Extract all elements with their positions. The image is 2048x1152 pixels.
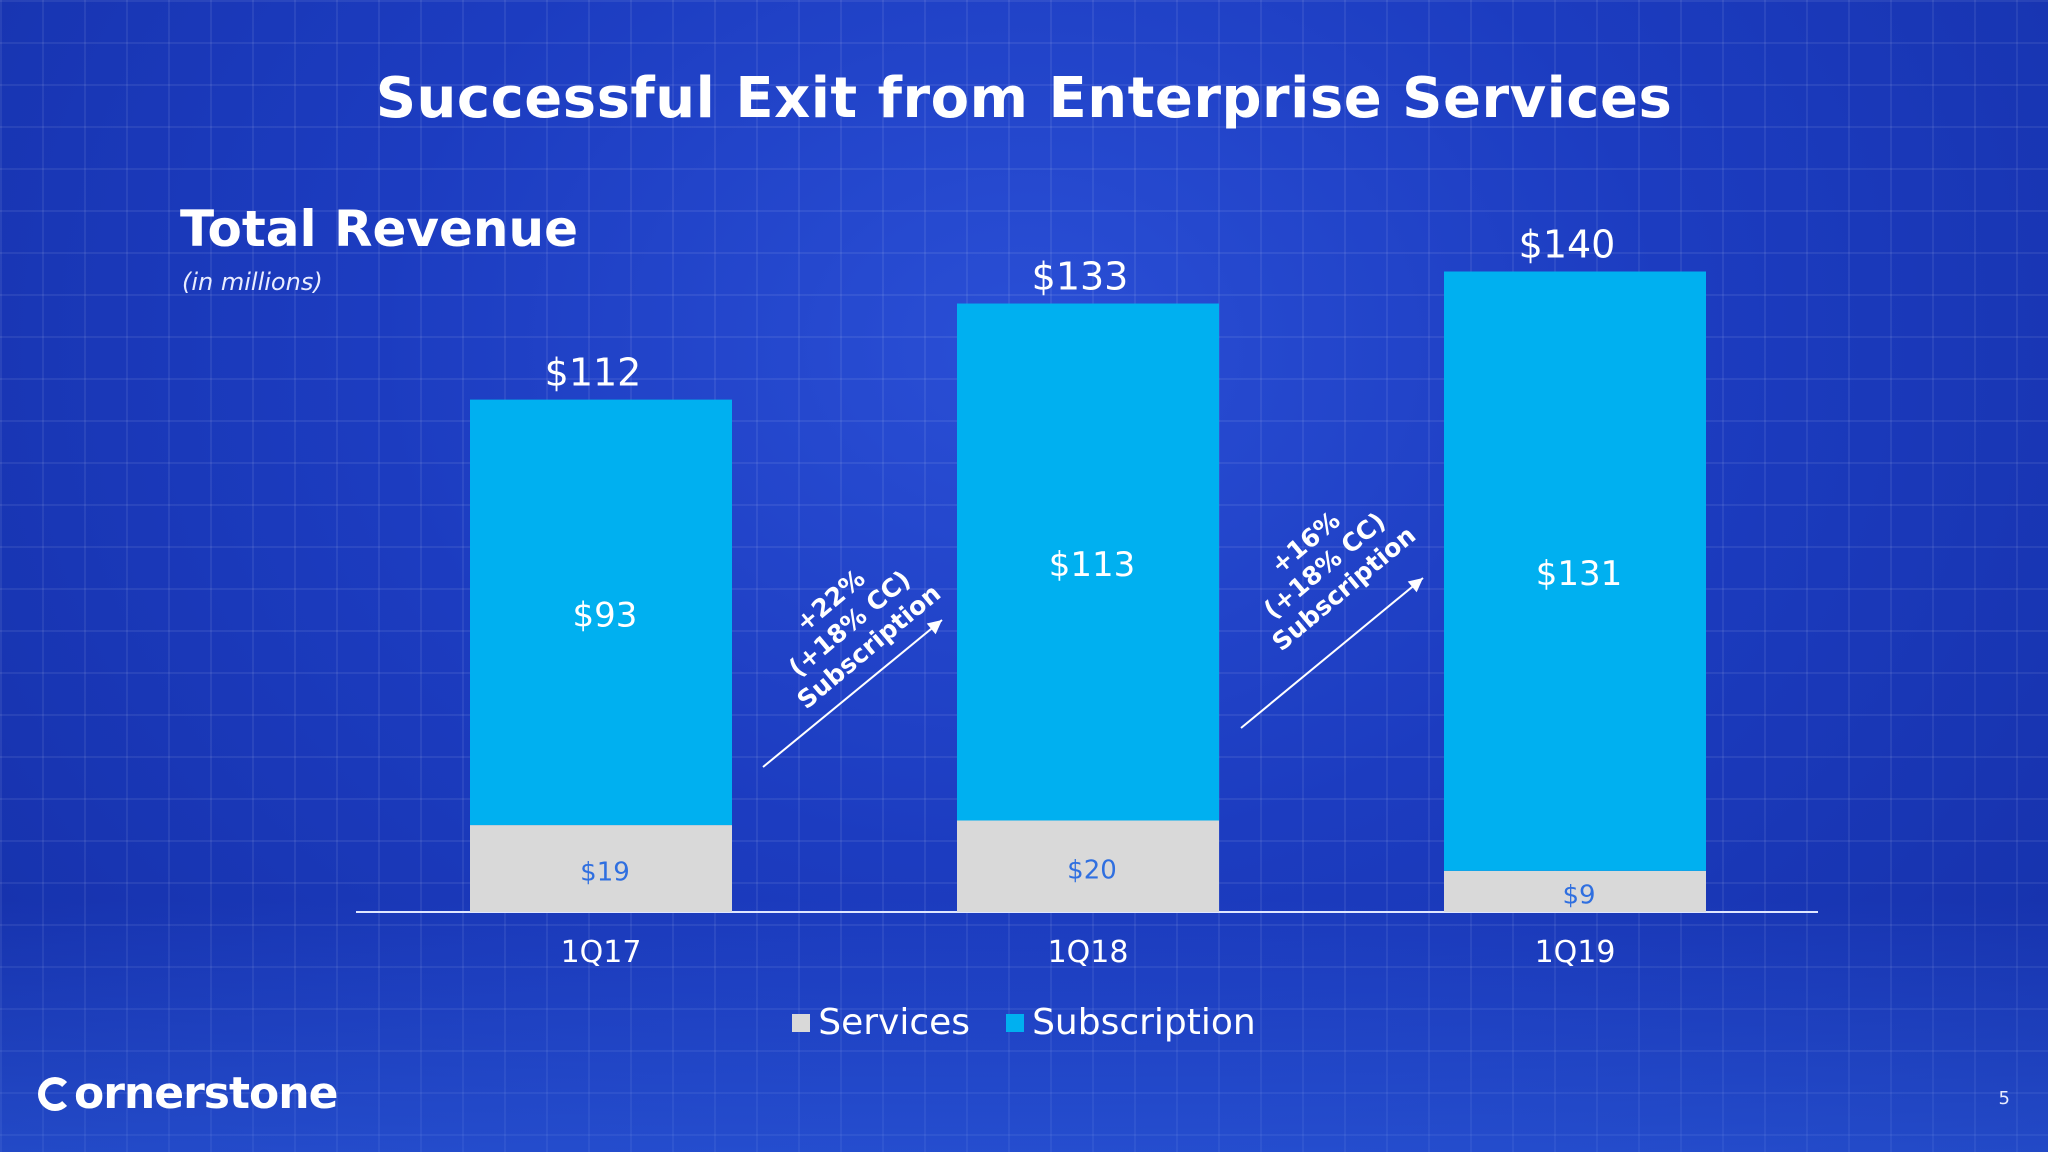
bar-services-1Q18 (957, 820, 1219, 912)
logo-text: ornerstone (74, 1068, 338, 1119)
x-tick-label-1Q19: 1Q19 (1535, 935, 1616, 970)
bar-subscription-1Q19 (1444, 271, 1706, 871)
x-tick-label-1Q17: 1Q17 (561, 935, 642, 970)
data-label-total-1Q19: $140 (1519, 223, 1616, 267)
data-label-services-1Q19: $9 (1562, 880, 1595, 910)
data-label-services-1Q17: $19 (580, 858, 630, 888)
chart-legend: Services Subscription (0, 1002, 2048, 1043)
data-label-subscription-1Q17: $93 (573, 595, 638, 635)
cornerstone-logo: ornerstone (38, 1068, 338, 1119)
bar-services-1Q17 (470, 825, 732, 912)
data-label-total-1Q18: $133 (1032, 255, 1129, 299)
growth-arrow-line-2 (1240, 577, 1424, 729)
slide-title: Successful Exit from Enterprise Services (375, 66, 1673, 131)
legend-item-subscription: Subscription (1006, 1002, 1256, 1043)
legend-swatch-subscription (1006, 1013, 1025, 1032)
x-tick-label-1Q18: 1Q18 (1048, 935, 1129, 970)
logo-c-icon (38, 1076, 72, 1111)
growth-arrow-head-2 (1407, 578, 1423, 593)
chart-title: Total Revenue (180, 200, 579, 258)
legend-label-services: Services (818, 1002, 971, 1043)
data-label-total-1Q17: $112 (545, 351, 642, 395)
growth-arrow-head-1 (926, 620, 942, 635)
bar-subscription-1Q18 (957, 303, 1219, 821)
data-label-subscription-1Q18: $113 (1049, 545, 1136, 585)
legend-label-subscription: Subscription (1032, 1002, 1256, 1043)
data-label-services-1Q18: $20 (1067, 855, 1117, 885)
data-label-subscription-1Q19: $131 (1536, 554, 1623, 594)
legend-item-services: Services (792, 1002, 970, 1043)
chart-subtitle: (in millions) (182, 268, 323, 296)
legend-swatch-services (792, 1013, 811, 1032)
bar-subscription-1Q17 (470, 399, 732, 826)
bar-services-1Q19 (1444, 870, 1706, 912)
growth-arrow-line-1 (762, 619, 943, 768)
page-number: 5 (1998, 1088, 2010, 1109)
